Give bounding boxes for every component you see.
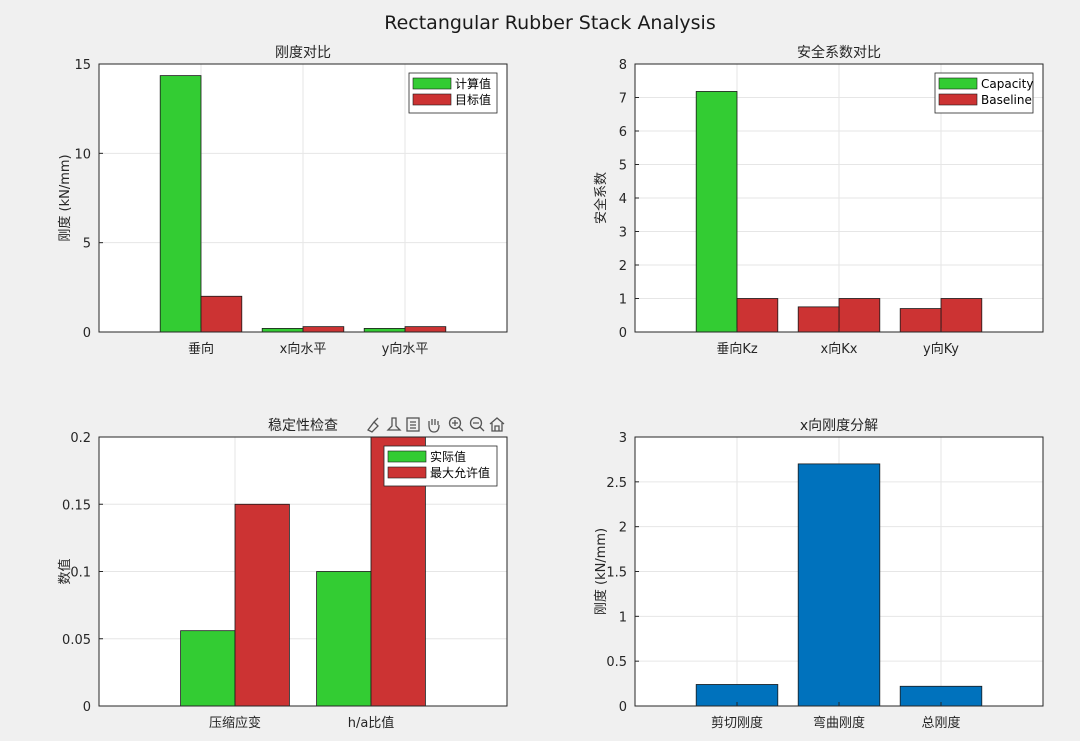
zoom-in-icon[interactable] (448, 416, 464, 432)
y-tick-label: 0.2 (70, 431, 91, 446)
y-tick-label: 0.05 (62, 633, 91, 648)
y-tick-label: 0 (619, 326, 627, 341)
bar[interactable] (316, 571, 372, 707)
y-tick-label: 4 (619, 192, 627, 207)
legend-swatch (412, 93, 452, 106)
y-axis-label: 刚度 (kN/mm) (57, 154, 73, 241)
bar[interactable] (899, 308, 942, 333)
axes-title: 安全系数对比 (797, 44, 881, 61)
y-tick-label: 3 (619, 431, 627, 446)
legend[interactable]: Capacity Baseline (934, 72, 1033, 114)
x-tick-label: 总刚度 (921, 715, 960, 731)
bar[interactable] (797, 463, 881, 707)
y-tick-label: 2 (619, 521, 627, 536)
x-tick-label: h/a比值 (348, 715, 395, 731)
legend-swatch (387, 466, 427, 479)
y-tick-label: 10 (74, 147, 91, 162)
legend-label: Baseline (981, 93, 1032, 107)
y-tick-label: 2.5 (606, 476, 627, 491)
legend-label: 实际值 (430, 449, 466, 464)
y-tick-label: 0 (619, 700, 627, 715)
y-axis-label: 数值 (57, 558, 73, 584)
y-tick-label: 5 (83, 237, 91, 252)
y-tick-label: 5 (619, 159, 627, 174)
y-tick-label: 0.1 (70, 566, 91, 581)
legend-label: Capacity (981, 77, 1033, 91)
x-tick-label: x向Kx (821, 341, 858, 357)
axes-border (98, 436, 508, 707)
y-tick-label: 15 (74, 58, 91, 73)
x-tick-label: y向水平 (382, 341, 429, 357)
y-tick-label: 8 (619, 58, 627, 73)
figure-title: Rectangular Rubber Stack Analysis (384, 12, 715, 34)
legend-label: 计算值 (455, 76, 491, 91)
x-tick-label: 压缩应变 (209, 715, 261, 731)
bar[interactable] (261, 328, 304, 333)
x-tick-label: 剪切刚度 (711, 715, 763, 731)
y-tick-label: 1.5 (606, 566, 627, 581)
axes-title: x向刚度分解 (800, 418, 878, 434)
bar[interactable] (695, 91, 738, 333)
bar[interactable] (940, 298, 983, 333)
legend-swatch (412, 77, 452, 90)
bar[interactable] (200, 295, 243, 333)
bar[interactable] (838, 298, 881, 333)
x-tick-label: y向Ky (923, 341, 959, 357)
y-axis-label: 刚度 (kN/mm) (593, 528, 609, 615)
axes-title: 刚度对比 (275, 45, 331, 61)
zoom-out-icon[interactable] (469, 416, 485, 432)
bar[interactable] (797, 306, 840, 333)
bar[interactable] (180, 630, 236, 707)
y-tick-label: 0 (83, 326, 91, 341)
legend-label: 最大允许值 (430, 465, 490, 480)
y-tick-label: 1 (619, 293, 627, 308)
home-icon[interactable] (489, 417, 505, 432)
legend-icon[interactable] (406, 417, 420, 432)
axes-title: 稳定性检查 (268, 418, 338, 434)
y-tick-label: 0.5 (606, 655, 627, 670)
bar[interactable] (736, 298, 779, 333)
y-tick-label: 3 (619, 226, 627, 241)
bar[interactable] (404, 326, 447, 333)
y-axis-label: 安全系数 (593, 172, 609, 224)
legend-swatch (938, 77, 978, 90)
y-tick-label: 7 (619, 92, 627, 107)
data-tip-icon[interactable] (386, 417, 402, 431)
legend-label: 目标值 (455, 92, 491, 107)
y-tick-label: 1 (619, 610, 627, 625)
y-tick-label: 0.15 (62, 498, 91, 513)
x-tick-label: x向水平 (280, 341, 327, 357)
pan-icon[interactable] (428, 419, 440, 433)
x-tick-label: 垂向Kz (716, 341, 758, 357)
y-tick-label: 6 (619, 125, 627, 140)
y-tick-label: 2 (619, 259, 627, 274)
axes-toolbar[interactable] (367, 416, 505, 433)
x-tick-label: 弯曲刚度 (813, 715, 865, 731)
x-tick-label: 垂向 (188, 341, 214, 357)
bar[interactable] (302, 326, 345, 333)
bar[interactable] (363, 328, 406, 333)
brush-icon[interactable] (367, 417, 379, 433)
y-tick-label: 0 (83, 700, 91, 715)
bar[interactable] (234, 503, 290, 707)
legend-swatch (387, 450, 427, 463)
legend-swatch (938, 93, 978, 106)
bar[interactable] (159, 75, 202, 333)
